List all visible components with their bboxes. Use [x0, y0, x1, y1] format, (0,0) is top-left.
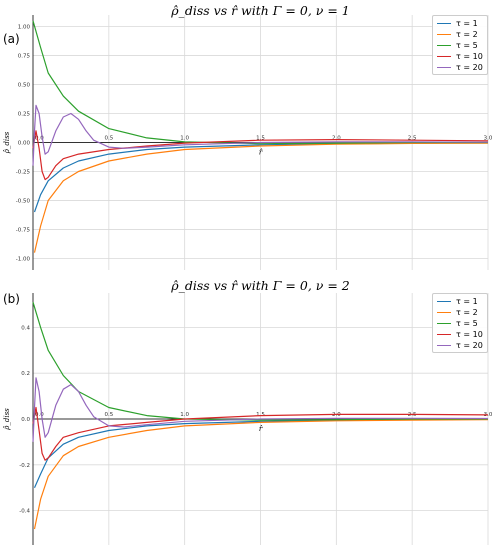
chart-panel-a: (a) ρ̂_diss vs r̂ with Γ = 0, ν = 1 0.0 0… [2, 3, 493, 270]
legend-label: τ = 10 [456, 52, 483, 61]
y-tick-label: 0.25 [18, 112, 31, 118]
legend-label: τ = 20 [456, 341, 483, 350]
x-tick-label: 3.0 [484, 412, 493, 418]
chart-panel-b: (b) ρ̂_diss vs r̂ with Γ = 0, ν = 2 0.0 0… [0, 275, 493, 550]
legend-item-tau-5: τ = 5 [437, 318, 483, 329]
legend-item-tau-1: τ = 1 [437, 296, 483, 307]
panel-label: (b) [3, 292, 20, 306]
line-chart: 0.0 0.5 1.0 1.5 2.0 2.5 3.0-0.4-0.20.00.20.4r̂… [2, 293, 493, 545]
chart-title: ρ̂_diss vs r̂ with Γ = 0, ν = 1 [171, 3, 350, 18]
y-tick-label: 0.00 [18, 141, 31, 147]
legend-label: τ = 2 [456, 308, 478, 317]
legend-item-tau-10: τ = 10 [437, 51, 483, 62]
legend-label: τ = 10 [456, 330, 483, 339]
legend-item-tau-5: τ = 5 [437, 40, 483, 51]
chart-legend: τ = 1 τ = 2 τ = 5 τ = 10 τ = 20 [432, 293, 488, 353]
legend-item-tau-20: τ = 20 [437, 62, 483, 73]
x-tick-label: 0.5 [104, 412, 113, 418]
legend-label: τ = 1 [456, 19, 478, 28]
x-tick-label: 0.0 [35, 136, 44, 142]
y-tick-label: 0.75 [18, 54, 31, 60]
x-tick-label: 1.0 [180, 412, 189, 418]
legend-item-tau-10: τ = 10 [437, 329, 483, 340]
y-tick-label: 0.2 [21, 371, 30, 377]
legend-item-tau-2: τ = 2 [437, 307, 483, 318]
legend-item-tau-1: τ = 1 [437, 18, 483, 29]
x-tick-label: 0.5 [104, 136, 113, 142]
x-tick-label: 0.0 [35, 412, 44, 418]
series-line-tau-2 [33, 419, 489, 530]
x-axis-label: r̂ [259, 424, 263, 433]
legend-label: τ = 5 [456, 319, 478, 328]
legend-item-tau-20: τ = 20 [437, 340, 483, 351]
x-tick-label: 2.5 [408, 136, 417, 142]
y-tick-label: 0.4 [21, 325, 30, 331]
line-chart: 0.0 0.5 1.0 1.5 2.0 2.5 3.0 -1.00 -0.75 -0.50 -0.2… [2, 15, 493, 270]
series-line-tau-5 [32, 20, 488, 145]
series-line-tau-5 [32, 302, 488, 421]
x-tick-label: 2.0 [332, 412, 341, 418]
legend-label: τ = 1 [456, 297, 478, 306]
legend-swatch [437, 312, 451, 313]
legend-label: τ = 20 [456, 63, 483, 72]
y-tick-label: -0.4 [19, 509, 30, 515]
series-line-tau-2 [33, 142, 489, 253]
legend-swatch [437, 34, 451, 35]
legend-swatch [437, 334, 451, 335]
series-line-tau-10 [32, 406, 489, 461]
series-line-tau-10 [32, 130, 489, 181]
legend-swatch [437, 23, 451, 24]
chart-legend: τ = 1 τ = 2 τ = 5 τ = 10 τ = 20 [432, 15, 488, 75]
y-tick-label: 0.50 [18, 83, 31, 89]
legend-swatch [437, 323, 451, 324]
legend-swatch [437, 67, 451, 68]
y-tick-label: -0.50 [16, 198, 31, 204]
legend-label: τ = 5 [456, 41, 478, 50]
y-axis-label: ρ̂_diss [2, 408, 11, 431]
y-tick-label: -0.25 [16, 169, 31, 175]
y-axis-label: ρ̂_diss [2, 131, 11, 154]
y-tick-label: -0.75 [16, 227, 31, 233]
legend-swatch [437, 301, 451, 302]
y-tick-label: -1.00 [16, 256, 31, 262]
x-tick-label: 2.0 [332, 136, 341, 142]
legend-item-tau-2: τ = 2 [437, 29, 483, 40]
x-tick-label: 1.0 [180, 136, 189, 142]
legend-swatch [437, 56, 451, 57]
y-tick-label: 0.0 [21, 417, 30, 423]
legend-swatch [437, 45, 451, 46]
panel-label: (a) [3, 32, 20, 46]
x-tick-label: 3.0 [484, 136, 493, 142]
x-tick-label: 1.5 [256, 136, 265, 142]
y-tick-label: -0.2 [19, 463, 30, 469]
series-line-tau-20 [32, 377, 489, 442]
legend-label: τ = 2 [456, 30, 478, 39]
chart-title: ρ̂_diss vs r̂ with Γ = 0, ν = 2 [171, 278, 350, 293]
legend-swatch [437, 345, 451, 346]
x-axis-label: r̂ [259, 148, 263, 157]
y-tick-label: 1.00 [18, 25, 31, 31]
series-line-tau-20 [32, 104, 489, 166]
